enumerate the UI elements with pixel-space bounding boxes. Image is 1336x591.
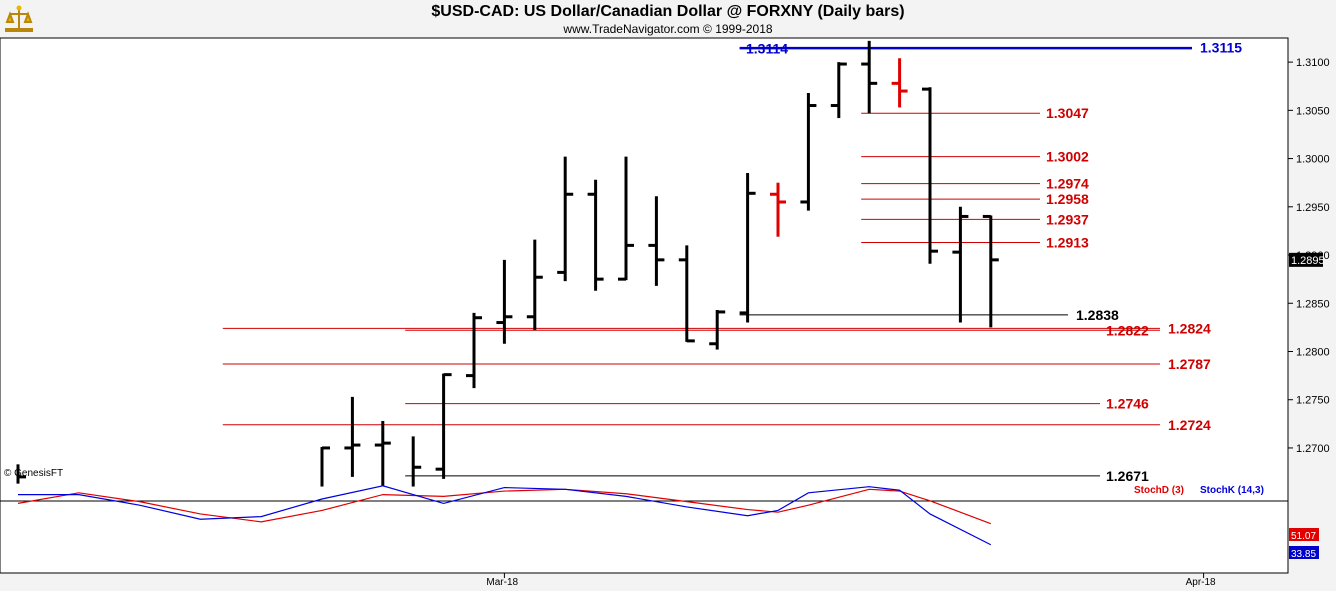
stoch-value-label: 51.07 xyxy=(1291,531,1316,542)
watermark: © GenesisFT xyxy=(4,468,64,479)
ohlc-bar xyxy=(709,310,726,350)
stoch-line xyxy=(18,485,992,546)
ohlc-bar xyxy=(922,87,938,264)
price-panel xyxy=(0,37,1289,574)
ohlc-bar xyxy=(618,156,634,281)
ohlc-bar xyxy=(739,173,756,323)
level-label: 1.2746 xyxy=(1106,396,1149,412)
y-tick-label: 1.2750 xyxy=(1296,395,1330,407)
level-label: 1.2787 xyxy=(1168,356,1211,372)
level-label: 1.3002 xyxy=(1046,149,1089,165)
stoch-legend-label: StochD (3) xyxy=(1134,485,1184,496)
stoch-value-badge xyxy=(1289,546,1319,559)
level-label: 1.2838 xyxy=(1076,307,1119,323)
last-price-badge xyxy=(1289,252,1323,267)
stoch-legend-label: StochK (14,3) xyxy=(1200,485,1264,496)
ohlc-bar xyxy=(435,373,452,479)
ohlc-bar xyxy=(982,214,999,328)
trade-navigator-logo-icon xyxy=(5,5,33,32)
y-tick-label: 1.2800 xyxy=(1296,346,1330,358)
ohlc-bar xyxy=(861,40,878,114)
level-label: 1.3047 xyxy=(1046,105,1089,121)
ohlc-bar xyxy=(496,259,513,344)
ohlc-bar xyxy=(678,245,695,343)
level-label: 1.2724 xyxy=(1168,417,1211,433)
y-tick-label: 1.2950 xyxy=(1296,202,1330,214)
x-tick-label: Apr-18 xyxy=(1186,577,1216,588)
y-tick-label: 1.2700 xyxy=(1296,443,1330,455)
stoch-value-label: 33.85 xyxy=(1291,549,1316,560)
chart-subtitle: www.TradeNavigator.com © 1999-2018 xyxy=(563,22,773,36)
y-tick-label: 1.2850 xyxy=(1296,298,1330,310)
level-label: 1.2822 xyxy=(1106,322,1149,338)
y-tick-label: 1.3100 xyxy=(1296,57,1330,69)
stoch-value-badge xyxy=(1289,528,1319,541)
ohlc-bar xyxy=(952,206,969,323)
ohlc-bar xyxy=(320,446,330,487)
ohlc-bar xyxy=(411,436,422,487)
level-label: 1.2913 xyxy=(1046,234,1089,250)
y-tick-label: 1.3050 xyxy=(1296,105,1330,117)
chart-title: $USD-CAD: US Dollar/Canadian Dollar @ FO… xyxy=(431,3,905,20)
level-label: 1.3114 xyxy=(746,41,788,57)
ohlc-bar xyxy=(830,62,847,119)
ohlc-bar xyxy=(16,464,26,484)
level-label: 1.2824 xyxy=(1168,320,1211,336)
ohlc-bar xyxy=(800,92,817,211)
level-label: 1.2671 xyxy=(1106,468,1149,484)
ohlc-bar xyxy=(587,179,604,291)
ohlc-bar xyxy=(526,239,543,331)
last-price-label: 1.2895 xyxy=(1291,255,1325,267)
ohlc-bar xyxy=(648,196,665,286)
x-tick-label: Mar-18 xyxy=(486,577,518,588)
ohlc-bar xyxy=(344,396,361,477)
ohlc-bar xyxy=(374,420,391,487)
chart-header: $USD-CAD: US Dollar/Canadian Dollar @ FO… xyxy=(0,0,1336,38)
ohlc-bar xyxy=(466,312,482,389)
ohlc-bar xyxy=(891,58,908,108)
ohlc-bar xyxy=(557,156,574,282)
level-label: 1.3115 xyxy=(1200,40,1242,56)
level-label: 1.2937 xyxy=(1046,211,1089,227)
level-label: 1.2958 xyxy=(1046,191,1089,207)
level-label: 1.2974 xyxy=(1046,176,1089,192)
ohlc-bar xyxy=(770,182,786,237)
y-tick-label: 1.3000 xyxy=(1296,154,1330,166)
